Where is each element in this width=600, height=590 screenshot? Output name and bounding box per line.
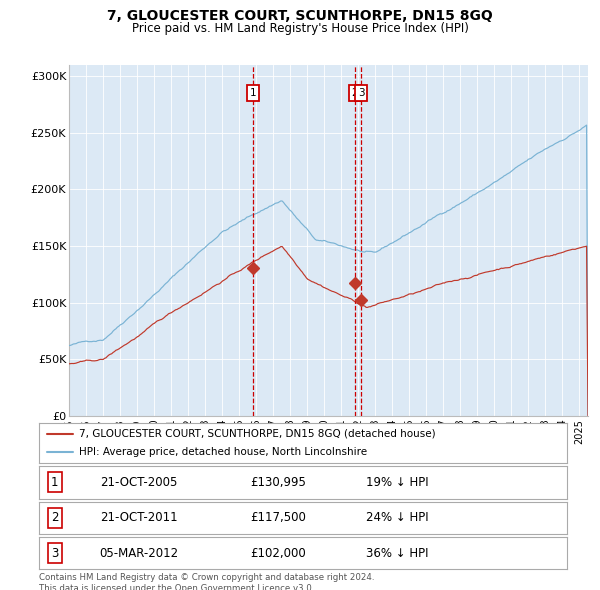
Text: £117,500: £117,500 — [250, 511, 306, 525]
Text: 2: 2 — [352, 88, 358, 98]
Text: Contains HM Land Registry data © Crown copyright and database right 2024.
This d: Contains HM Land Registry data © Crown c… — [39, 573, 374, 590]
Text: 36% ↓ HPI: 36% ↓ HPI — [367, 546, 429, 560]
Text: £102,000: £102,000 — [250, 546, 306, 560]
Text: 3: 3 — [51, 546, 59, 560]
Text: 7, GLOUCESTER COURT, SCUNTHORPE, DN15 8GQ (detached house): 7, GLOUCESTER COURT, SCUNTHORPE, DN15 8G… — [79, 429, 435, 439]
Text: 7, GLOUCESTER COURT, SCUNTHORPE, DN15 8GQ: 7, GLOUCESTER COURT, SCUNTHORPE, DN15 8G… — [107, 9, 493, 23]
Text: Price paid vs. HM Land Registry's House Price Index (HPI): Price paid vs. HM Land Registry's House … — [131, 22, 469, 35]
Text: 1: 1 — [51, 476, 59, 489]
Text: 3: 3 — [358, 88, 364, 98]
Text: 2: 2 — [51, 511, 59, 525]
Text: 21-OCT-2005: 21-OCT-2005 — [100, 476, 177, 489]
Text: 19% ↓ HPI: 19% ↓ HPI — [367, 476, 429, 489]
Text: 24% ↓ HPI: 24% ↓ HPI — [367, 511, 429, 525]
Text: 05-MAR-2012: 05-MAR-2012 — [100, 546, 179, 560]
Text: 21-OCT-2011: 21-OCT-2011 — [100, 511, 178, 525]
Text: HPI: Average price, detached house, North Lincolnshire: HPI: Average price, detached house, Nort… — [79, 447, 367, 457]
Text: 1: 1 — [250, 88, 256, 98]
Text: £130,995: £130,995 — [250, 476, 306, 489]
